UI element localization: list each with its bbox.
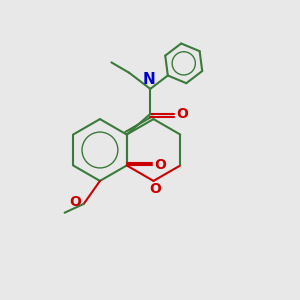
Text: N: N [142,72,155,87]
Text: O: O [70,195,81,209]
Text: O: O [149,182,161,197]
Text: O: O [176,107,188,121]
Text: O: O [154,158,166,172]
